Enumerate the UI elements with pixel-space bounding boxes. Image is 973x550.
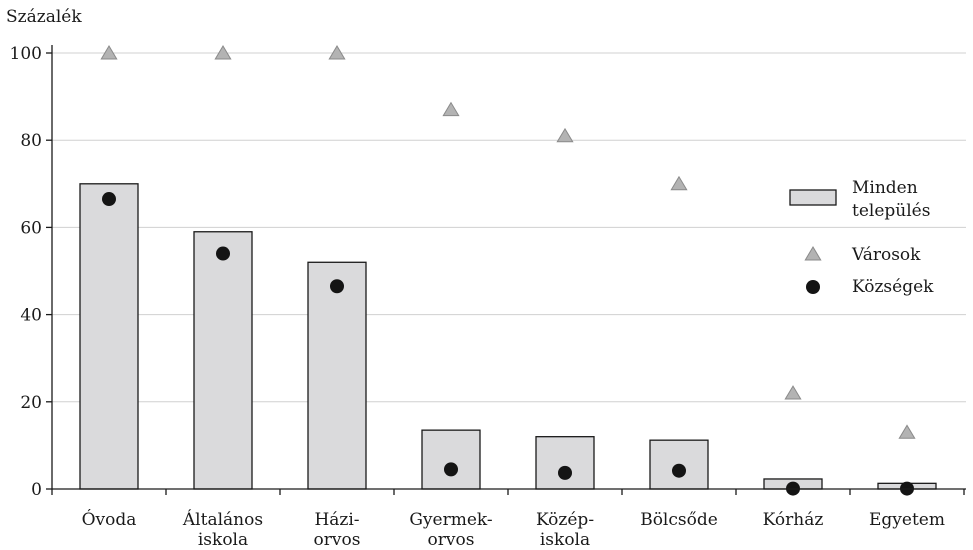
x-tick-label: Bölcsőde <box>640 510 718 530</box>
x-tick-label: Gyermek- <box>409 510 492 530</box>
gridlines <box>52 52 966 403</box>
circle-marker <box>330 279 344 294</box>
x-tick-label: Kórház <box>763 510 824 530</box>
legend-label: település <box>852 201 930 221</box>
triangle-marker <box>328 45 346 60</box>
legend-label: Minden <box>852 178 918 198</box>
legend-triangle-swatch <box>804 246 822 261</box>
y-tick-label: 60 <box>20 218 42 238</box>
y-tick-label: 0 <box>31 480 42 500</box>
y-axis-ticks: 0 20 40 60 80 100 <box>10 44 52 500</box>
legend-label: Községek <box>852 277 934 297</box>
triangle-marker <box>670 175 688 191</box>
triangle-marker <box>100 45 118 60</box>
bar <box>421 429 481 490</box>
x-tick-label: Házi- <box>314 510 359 530</box>
bar <box>193 231 253 490</box>
legend-circle-swatch <box>806 280 820 294</box>
triangle-marker <box>784 385 802 400</box>
circle-marker <box>102 192 116 207</box>
x-tick-label: orvos <box>428 530 475 550</box>
x-tick-label: Óvoda <box>82 509 137 530</box>
x-tick-label: Általános <box>182 509 263 530</box>
x-axis-labels: Óvoda ÁltalánosiskolaHázi-orvosGyermek-or… <box>82 509 945 550</box>
y-tick-label: 40 <box>20 306 42 326</box>
circle-marker <box>216 246 230 261</box>
legend: Minden település Városok Községek <box>789 178 934 297</box>
triangle-marker <box>214 45 232 60</box>
x-tick-label: Egyetem <box>869 510 945 530</box>
triangle-marker <box>898 424 916 439</box>
triangle-markers <box>100 45 916 439</box>
x-tick-label: orvos <box>314 530 361 550</box>
bar <box>79 183 139 490</box>
circle-marker <box>672 463 686 478</box>
circle-marker <box>444 462 458 477</box>
y-tick-label: 80 <box>20 131 42 151</box>
x-tick-label: Közép- <box>536 510 594 530</box>
bar <box>535 436 595 490</box>
y-axis-label: Százalék <box>6 7 82 27</box>
circle-marker <box>558 465 572 480</box>
y-tick-label: 100 <box>10 44 42 64</box>
bar <box>307 261 367 490</box>
bars <box>79 183 937 490</box>
triangle-marker <box>442 101 460 117</box>
legend-bar-swatch <box>789 189 837 206</box>
triangle-marker <box>556 127 574 143</box>
x-tick-label: iskola <box>540 530 590 550</box>
axes <box>51 45 966 495</box>
legend-label: Városok <box>851 245 921 265</box>
x-tick-label: iskola <box>198 530 248 550</box>
y-tick-label: 20 <box>20 393 42 413</box>
